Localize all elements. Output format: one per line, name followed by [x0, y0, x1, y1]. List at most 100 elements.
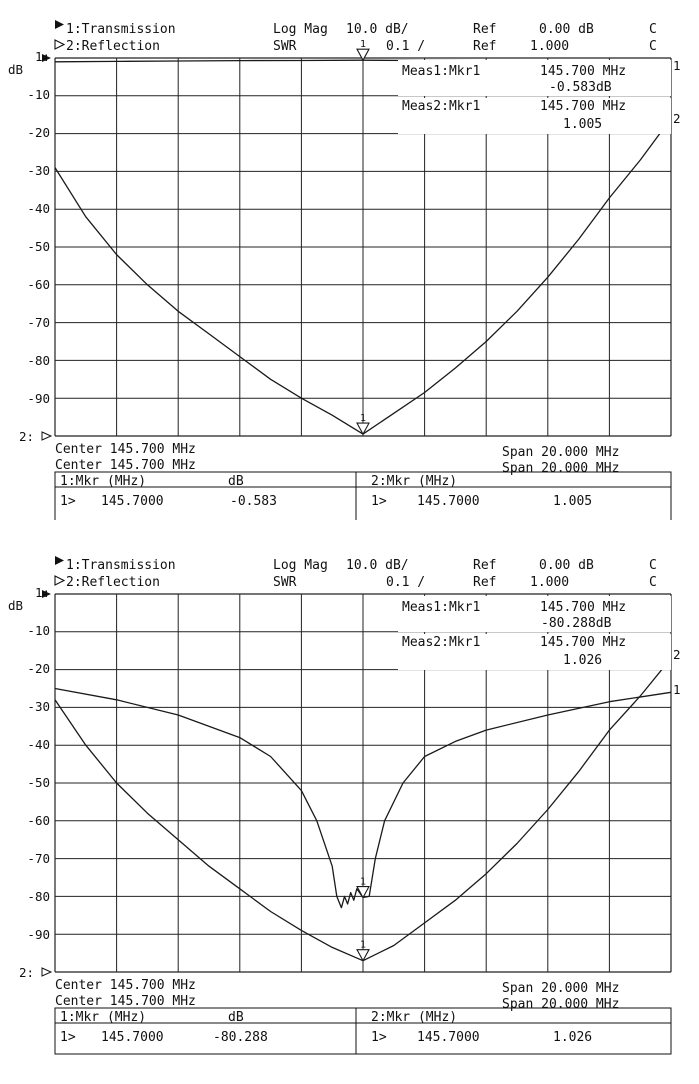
footer-span-2: Span 20.000 MHz	[502, 997, 619, 1012]
markers: 11	[356, 39, 370, 436]
marker-number: 1	[360, 39, 366, 50]
y-tick-label: -70	[27, 315, 50, 330]
header-format2: SWR	[273, 575, 297, 590]
channel-1-arrow-icon	[55, 556, 64, 565]
y-axis-label: dB	[8, 62, 23, 77]
table-ch1-header: 1:Mkr (MHz)	[60, 1010, 146, 1025]
header-scale1: 10.0 dB/	[346, 558, 409, 573]
header-ref1: 0.00 dB	[539, 558, 594, 573]
table-ch1-marker: 1>	[60, 494, 76, 509]
y-tick-label: -20	[27, 125, 50, 140]
footer-center-1: Center 145.700 MHz	[55, 978, 196, 993]
header-flag2: C	[649, 39, 657, 54]
marker-table: 1:Mkr (MHz) dB 2:Mkr (MHz) 1> 145.7000 -…	[54, 1007, 672, 1055]
y-tick-label: -90	[27, 391, 50, 406]
y-tick-labels: 1: -10 -20 -30 -40 -50 -60 -70 -80 -90 2…	[19, 49, 50, 444]
y-tick-label: -60	[27, 813, 50, 828]
ref-pointer-1-icon	[42, 54, 51, 62]
table-ch1-value: -0.583	[230, 494, 277, 509]
chart-svg-top: 1:Transmission 2:Reflection Log Mag 1 0.0…	[8, 20, 681, 524]
y-tick-label: -50	[27, 775, 50, 790]
footer-span-1: Span 20.000 MHz	[502, 445, 619, 460]
meas1-background	[398, 60, 671, 96]
header-scale2: 0.1 /	[386, 39, 425, 54]
table-ch1-header: 1:Mkr (MHz)	[60, 474, 146, 489]
trace-1	[54, 687, 672, 909]
markers: 11	[356, 877, 370, 962]
footer-center-1: Center 145.700 MHz	[55, 442, 196, 457]
table-ch2-header: 2:Mkr (MHz)	[371, 474, 457, 489]
channel-2-arrow-icon	[54, 39, 66, 50]
y-tick-label: -40	[27, 737, 50, 752]
y-tick-label: -30	[27, 699, 50, 714]
header-ref1: 0.00 dB	[539, 22, 594, 37]
meas2-label: Meas2:Mkr1	[402, 635, 480, 650]
meas1-value: -0.583dB	[549, 80, 612, 95]
meas2-freq: 145.700 MHz	[540, 635, 626, 650]
meas1-background	[398, 596, 671, 632]
marker-triangle-icon	[356, 48, 370, 62]
marker-triangle-icon	[356, 885, 370, 899]
header-ch1: 1:Transmission	[66, 22, 176, 37]
y-tick-label: 2:	[19, 429, 34, 444]
table-ch2-freq: 145.7000	[417, 1030, 480, 1045]
meas2-value: 1.026	[563, 653, 602, 668]
table-ch2-freq: 145.7000	[417, 494, 480, 509]
ref-pointer-2-icon	[41, 431, 53, 441]
table-ch1-freq: 145.7000	[101, 1030, 164, 1045]
meas1-label: Meas1:Mkr1	[402, 64, 480, 79]
y-tick-label: -90	[27, 927, 50, 942]
header-flag1: C	[649, 558, 657, 573]
marker-number: 1	[360, 940, 366, 951]
y-tick-label: -40	[27, 201, 50, 216]
y-tick-label: -20	[27, 661, 50, 676]
meas1-value: -80.288dB	[541, 616, 612, 631]
y-tick-label: -30	[27, 163, 50, 178]
header-ref1-label: Ref	[473, 22, 496, 37]
trace-1-end-label: 1	[673, 682, 681, 697]
meas2-background	[398, 634, 671, 670]
header-ch2: 2:Reflection	[66, 575, 160, 590]
y-tick-label: -50	[27, 239, 50, 254]
table-ch1-marker: 1>	[60, 1030, 76, 1045]
trace-1-end-label: 1	[673, 58, 681, 73]
table-ch1-freq: 145.7000	[101, 494, 164, 509]
header-ch1: 1:Transmission	[66, 558, 176, 573]
y-tick-labels: 1: -10 -20 -30 -40 -50 -60 -70 -80 -90 2…	[19, 585, 50, 980]
header-flag2: C	[649, 575, 657, 590]
table-ch1-unit: dB	[228, 1010, 244, 1025]
table-ch1-value: -80.288	[213, 1030, 268, 1045]
y-tick-label: -10	[27, 623, 50, 638]
footer-span-2: Span 20.000 MHz	[502, 461, 619, 476]
table-ch2-marker: 1>	[371, 494, 387, 509]
marker-table-border	[54, 1007, 672, 1055]
y-tick-label: 2:	[19, 965, 34, 980]
marker-triangle-icon	[356, 422, 370, 436]
header-ch2: 2:Reflection	[66, 39, 160, 54]
header-ref1-label: Ref	[473, 558, 496, 573]
footer-span-1: Span 20.000 MHz	[502, 981, 619, 996]
channel-2-arrow-icon	[54, 575, 66, 586]
meas2-freq: 145.700 MHz	[540, 99, 626, 114]
header-ref2: 1.000	[530, 575, 569, 590]
meas1-label: Meas1:Mkr1	[402, 600, 480, 615]
chart-panel-bottom: 1:Transmission 2:Reflection Log Mag 10.0…	[0, 536, 699, 1056]
y-tick-label: -80	[27, 889, 50, 904]
y-tick-label: -10	[27, 87, 50, 102]
marker-triangle-icon	[356, 949, 370, 962]
y-tick-label: -60	[27, 277, 50, 292]
header-ref2: 1.000	[530, 39, 569, 54]
channel-1-arrow-icon	[55, 20, 64, 29]
header-format1: Log Mag	[273, 22, 328, 37]
header-ref2-label: Ref	[473, 575, 496, 590]
chart-svg-bottom: 1:Transmission 2:Reflection Log Mag 10.0…	[8, 556, 681, 1055]
table-ch2-value: 1.005	[553, 494, 592, 509]
y-axis-label: dB	[8, 598, 23, 613]
header-format1: Log Mag	[273, 558, 328, 573]
trace-2-end-label: 2	[673, 647, 681, 662]
chart-panel-top: 1:Transmission 2:Reflection Log Mag 1 0.0…	[0, 0, 699, 524]
marker-number: 1	[360, 413, 366, 424]
table-ch1-unit: dB	[228, 474, 244, 489]
footer-center-2: Center 145.700 MHz	[55, 458, 196, 473]
table-ch2-value: 1.026	[553, 1030, 592, 1045]
